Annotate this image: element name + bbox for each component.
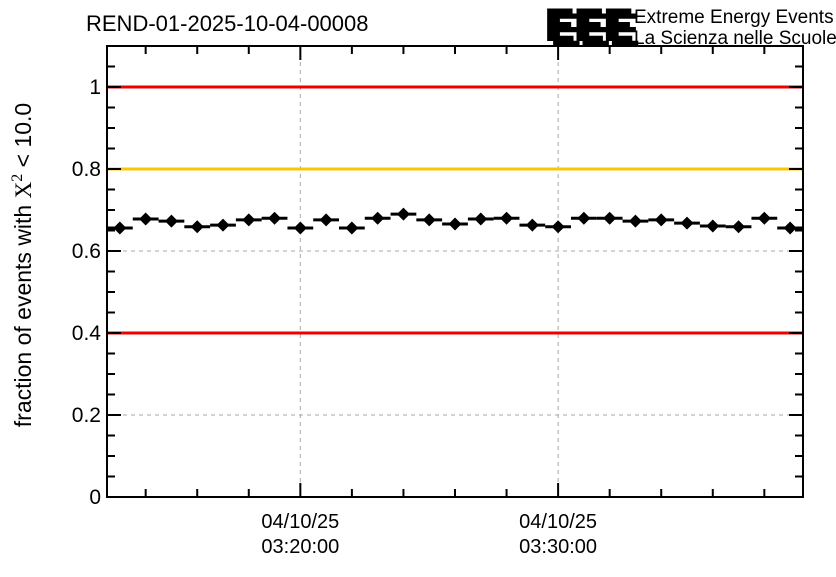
data-point-diamond: [525, 218, 539, 232]
data-point-diamond: [216, 218, 230, 232]
eee-logo-acronym: EEE: [544, 0, 633, 51]
data-point-diamond: [242, 213, 256, 227]
x-tick-label-date: 04/10/25: [519, 511, 597, 533]
y-tick-label: 0: [89, 486, 101, 509]
eee-logo-tagline2: La Scienza nelle Scuole: [634, 28, 836, 49]
data-point-diamond: [422, 213, 436, 227]
data-point-diamond: [396, 207, 410, 221]
eee-logo-tagline1: Extreme Energy Events: [634, 7, 834, 28]
y-tick-label: 0.6: [72, 240, 101, 263]
data-point-diamond: [164, 214, 178, 228]
data-point-diamond: [628, 214, 642, 228]
y-axis-title-pre: fraction of events with: [10, 198, 36, 427]
data-point-diamond: [757, 211, 771, 225]
eee-logo-shadow: EEE: [550, 3, 639, 56]
x-tick-label-time: 03:20:00: [261, 536, 339, 558]
data-point-diamond: [448, 217, 462, 231]
data-point-diamond: [371, 211, 385, 225]
eee-logo: EEE EEE Extreme Energy Events La Scienza…: [544, 0, 836, 56]
data-point-diamond: [551, 220, 565, 234]
data-point-diamond: [113, 221, 127, 235]
axis-tick-labels-layer: 04/10/25 03:20:00 04/10/25 03:30:00 0 0.2 0.4 0…: [72, 76, 597, 558]
data-point-diamond: [319, 213, 333, 227]
plot-frame: [106, 45, 804, 498]
gridlines-layer: [107, 46, 803, 497]
data-point-diamond: [268, 211, 282, 225]
y-tick-label: 1: [89, 76, 101, 99]
data-point-diamond: [190, 220, 204, 234]
y-tick-label: 0.2: [72, 404, 101, 427]
y-axis-title-post: < 10.0: [10, 103, 36, 174]
y-axis-title: fraction of events with X2 < 10.0: [9, 103, 36, 427]
y-tick-label: 0.8: [72, 158, 101, 181]
y-axis-title-var: X: [11, 181, 36, 198]
y-tick-label: 0.4: [72, 322, 102, 345]
data-point-diamond: [654, 213, 668, 227]
axis-ticks-layer: [107, 46, 803, 497]
data-point-diamond: [577, 211, 591, 225]
x-tick-label-date: 04/10/25: [261, 511, 339, 533]
data-point-diamond: [706, 219, 720, 233]
reference-lines-layer: [107, 85, 803, 335]
chart-title: REND-01-2025-10-04-00008: [86, 11, 369, 36]
data-point-diamond: [293, 221, 307, 235]
data-point-diamond: [732, 220, 746, 234]
data-point-diamond: [783, 221, 797, 235]
data-point-diamond: [474, 212, 488, 226]
data-point-diamond: [139, 212, 153, 226]
data-point-diamond: [603, 211, 617, 225]
x-tick-label-time: 03:30:00: [519, 536, 597, 558]
y-axis-title-sup: 2: [9, 174, 26, 182]
data-point-diamond: [345, 221, 359, 235]
data-series-layer: [107, 207, 803, 235]
data-point-diamond: [680, 216, 694, 230]
data-point-diamond: [500, 211, 514, 225]
